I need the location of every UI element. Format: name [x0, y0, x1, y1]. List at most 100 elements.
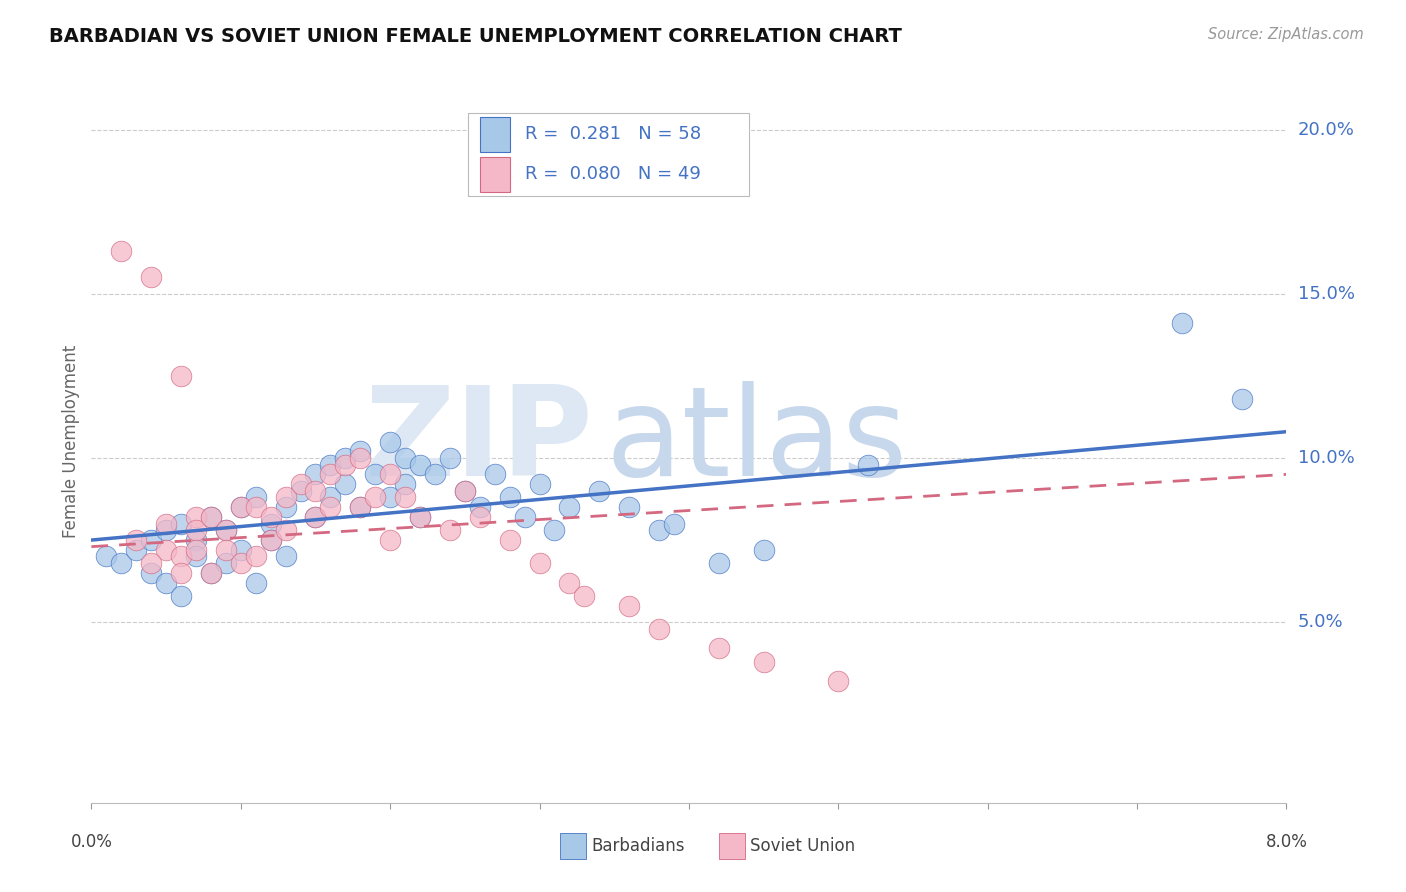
- Point: [290, 477, 312, 491]
- Text: 8.0%: 8.0%: [1265, 833, 1308, 851]
- Point: [304, 510, 326, 524]
- Text: Source: ZipAtlas.com: Source: ZipAtlas.com: [1208, 27, 1364, 42]
- Point: [752, 655, 775, 669]
- Point: [184, 510, 207, 524]
- Point: [200, 510, 222, 524]
- Point: [259, 533, 281, 547]
- Point: [558, 500, 581, 515]
- Point: [423, 467, 446, 482]
- Point: [170, 368, 193, 383]
- Point: [617, 599, 640, 613]
- Point: [558, 575, 581, 590]
- Point: [184, 523, 207, 537]
- Point: [335, 458, 357, 472]
- Point: [378, 533, 402, 547]
- Point: [648, 523, 671, 537]
- Point: [439, 523, 461, 537]
- Text: 0.0%: 0.0%: [70, 833, 112, 851]
- Point: [364, 467, 387, 482]
- Point: [125, 542, 148, 557]
- Point: [200, 566, 222, 580]
- Point: [439, 450, 461, 465]
- Text: 20.0%: 20.0%: [1298, 120, 1354, 138]
- Point: [468, 500, 491, 515]
- Point: [184, 542, 207, 557]
- Point: [498, 533, 520, 547]
- Point: [1230, 392, 1253, 406]
- Point: [409, 510, 432, 524]
- FancyBboxPatch shape: [718, 833, 745, 859]
- Point: [184, 533, 207, 547]
- FancyBboxPatch shape: [560, 833, 586, 859]
- Point: [200, 566, 222, 580]
- Point: [155, 516, 177, 531]
- Point: [155, 523, 177, 537]
- Point: [229, 500, 252, 515]
- Text: Soviet Union: Soviet Union: [749, 838, 855, 855]
- Text: R =  0.281   N = 58: R = 0.281 N = 58: [526, 126, 702, 144]
- Point: [409, 510, 432, 524]
- Point: [529, 556, 551, 570]
- Point: [155, 542, 177, 557]
- Point: [274, 491, 297, 505]
- Point: [648, 622, 671, 636]
- Point: [378, 491, 402, 505]
- Point: [141, 270, 162, 285]
- Point: [1171, 316, 1194, 330]
- Point: [215, 556, 238, 570]
- Point: [274, 549, 297, 564]
- Point: [484, 467, 506, 482]
- Point: [245, 491, 267, 505]
- Text: 5.0%: 5.0%: [1298, 613, 1343, 632]
- Point: [259, 533, 281, 547]
- Point: [170, 516, 193, 531]
- Point: [856, 458, 880, 472]
- Point: [259, 510, 281, 524]
- Point: [454, 483, 477, 498]
- Point: [215, 542, 238, 557]
- Point: [707, 641, 730, 656]
- Point: [304, 467, 326, 482]
- Point: [543, 523, 565, 537]
- Point: [349, 500, 371, 515]
- Point: [468, 510, 491, 524]
- Point: [707, 556, 730, 570]
- Point: [319, 467, 342, 482]
- Point: [155, 575, 177, 590]
- Point: [498, 491, 520, 505]
- Point: [274, 523, 297, 537]
- Text: ZIP: ZIP: [364, 381, 593, 502]
- Point: [274, 500, 297, 515]
- Point: [170, 566, 193, 580]
- Point: [588, 483, 610, 498]
- Point: [529, 477, 551, 491]
- Point: [184, 549, 207, 564]
- Point: [364, 491, 387, 505]
- Point: [200, 510, 222, 524]
- Point: [394, 450, 416, 465]
- Point: [215, 523, 238, 537]
- Point: [378, 467, 402, 482]
- Point: [617, 500, 640, 515]
- Point: [245, 549, 267, 564]
- Point: [349, 450, 371, 465]
- Point: [245, 575, 267, 590]
- Point: [229, 542, 252, 557]
- Point: [96, 549, 118, 564]
- Point: [827, 674, 849, 689]
- Text: 15.0%: 15.0%: [1298, 285, 1354, 302]
- Point: [229, 556, 252, 570]
- Point: [110, 556, 132, 570]
- Point: [319, 500, 342, 515]
- Point: [349, 444, 371, 458]
- Point: [378, 434, 402, 449]
- Point: [170, 549, 193, 564]
- Point: [259, 516, 281, 531]
- Point: [454, 483, 477, 498]
- Point: [215, 523, 238, 537]
- Text: atlas: atlas: [605, 381, 907, 502]
- Point: [394, 477, 416, 491]
- Point: [170, 589, 193, 603]
- Point: [304, 483, 326, 498]
- Point: [319, 458, 342, 472]
